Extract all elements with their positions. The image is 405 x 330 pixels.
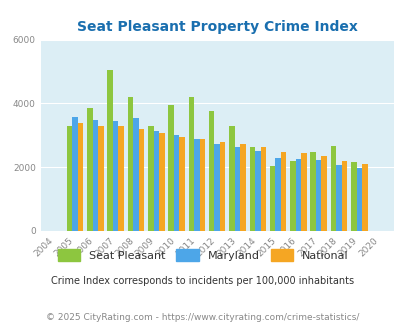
Bar xyxy=(269,166,275,231)
Bar xyxy=(341,161,346,231)
Bar xyxy=(301,152,306,231)
Bar xyxy=(356,169,361,231)
Bar xyxy=(220,142,225,231)
Text: © 2025 CityRating.com - https://www.cityrating.com/crime-statistics/: © 2025 CityRating.com - https://www.city… xyxy=(46,313,359,322)
Bar xyxy=(335,165,341,231)
Bar xyxy=(78,122,83,231)
Bar xyxy=(214,144,220,231)
Legend: Seat Pleasant, Maryland, National: Seat Pleasant, Maryland, National xyxy=(53,245,352,265)
Bar xyxy=(194,140,199,231)
Bar xyxy=(113,121,118,231)
Bar xyxy=(275,158,280,231)
Bar xyxy=(280,151,286,231)
Bar xyxy=(72,117,78,231)
Bar xyxy=(98,126,103,231)
Bar xyxy=(179,137,184,231)
Title: Seat Pleasant Property Crime Index: Seat Pleasant Property Crime Index xyxy=(77,20,357,34)
Bar xyxy=(361,164,367,231)
Bar xyxy=(199,140,205,231)
Bar xyxy=(315,160,321,231)
Text: Crime Index corresponds to incidents per 100,000 inhabitants: Crime Index corresponds to incidents per… xyxy=(51,276,354,286)
Bar xyxy=(290,161,295,231)
Bar xyxy=(168,105,173,231)
Bar xyxy=(133,118,139,231)
Bar xyxy=(159,133,164,231)
Bar xyxy=(321,156,326,231)
Bar xyxy=(254,150,260,231)
Bar xyxy=(330,146,335,231)
Bar xyxy=(229,126,234,231)
Bar xyxy=(188,97,194,231)
Bar xyxy=(240,144,245,231)
Bar xyxy=(118,126,124,231)
Bar xyxy=(153,130,159,231)
Bar xyxy=(128,97,133,231)
Bar xyxy=(139,129,144,231)
Bar xyxy=(295,159,301,231)
Bar xyxy=(310,152,315,231)
Bar xyxy=(148,126,153,231)
Bar xyxy=(260,148,265,231)
Bar xyxy=(249,148,254,231)
Bar xyxy=(67,126,72,231)
Bar xyxy=(350,162,356,231)
Bar xyxy=(209,112,214,231)
Bar xyxy=(234,148,240,231)
Bar xyxy=(87,108,92,231)
Bar xyxy=(107,70,113,231)
Bar xyxy=(173,135,179,231)
Bar xyxy=(92,120,98,231)
